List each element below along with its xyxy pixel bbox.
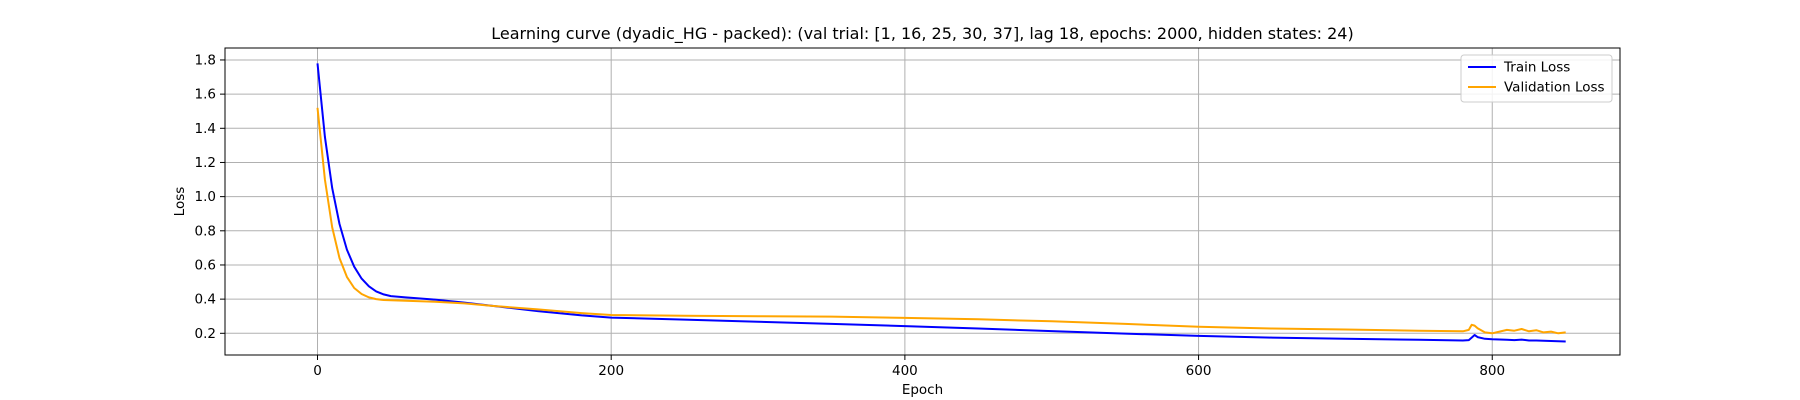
validation-loss-line: [316, 107, 1566, 335]
y-tick-label: 1.2: [195, 155, 216, 171]
y-tick-label: 0.4: [195, 292, 216, 308]
y-tick-label: 1.6: [195, 87, 216, 103]
series-group: [316, 63, 1566, 343]
x-axis-label: Epoch: [902, 382, 943, 398]
legend-train-label: Train Loss: [1503, 60, 1570, 76]
y-axis-label: Loss: [172, 187, 188, 217]
train-loss-line: [316, 63, 1566, 343]
legend: Train Loss Validation Loss: [1460, 54, 1613, 103]
x-tick-label: 800: [1479, 363, 1505, 379]
y-tick-label: 0.8: [195, 223, 216, 239]
x-tick-label: 400: [892, 363, 918, 379]
x-tick-label: 600: [1186, 363, 1212, 379]
chart-title: Learning curve (dyadic_HG - packed): (va…: [491, 24, 1353, 44]
y-tick-label: 0.2: [195, 326, 216, 342]
y-tick-label: 1.0: [195, 189, 216, 205]
x-tick-label: 200: [598, 363, 624, 379]
ticks: 0 200 400 600 800 0.2 0.4 0.6 0.8 1.0 1.2 1.4 1.6 1.8: [195, 52, 1506, 379]
y-tick-label: 0.6: [195, 257, 216, 273]
legend-validation-label: Validation Loss: [1504, 80, 1605, 96]
plot-frame: [224, 47, 1621, 356]
y-tick-label: 1.8: [195, 52, 216, 68]
x-tick-label: 0: [313, 363, 322, 379]
grid: [225, 48, 1620, 355]
y-tick-label: 1.4: [195, 121, 216, 137]
legend-box: [1460, 54, 1613, 103]
